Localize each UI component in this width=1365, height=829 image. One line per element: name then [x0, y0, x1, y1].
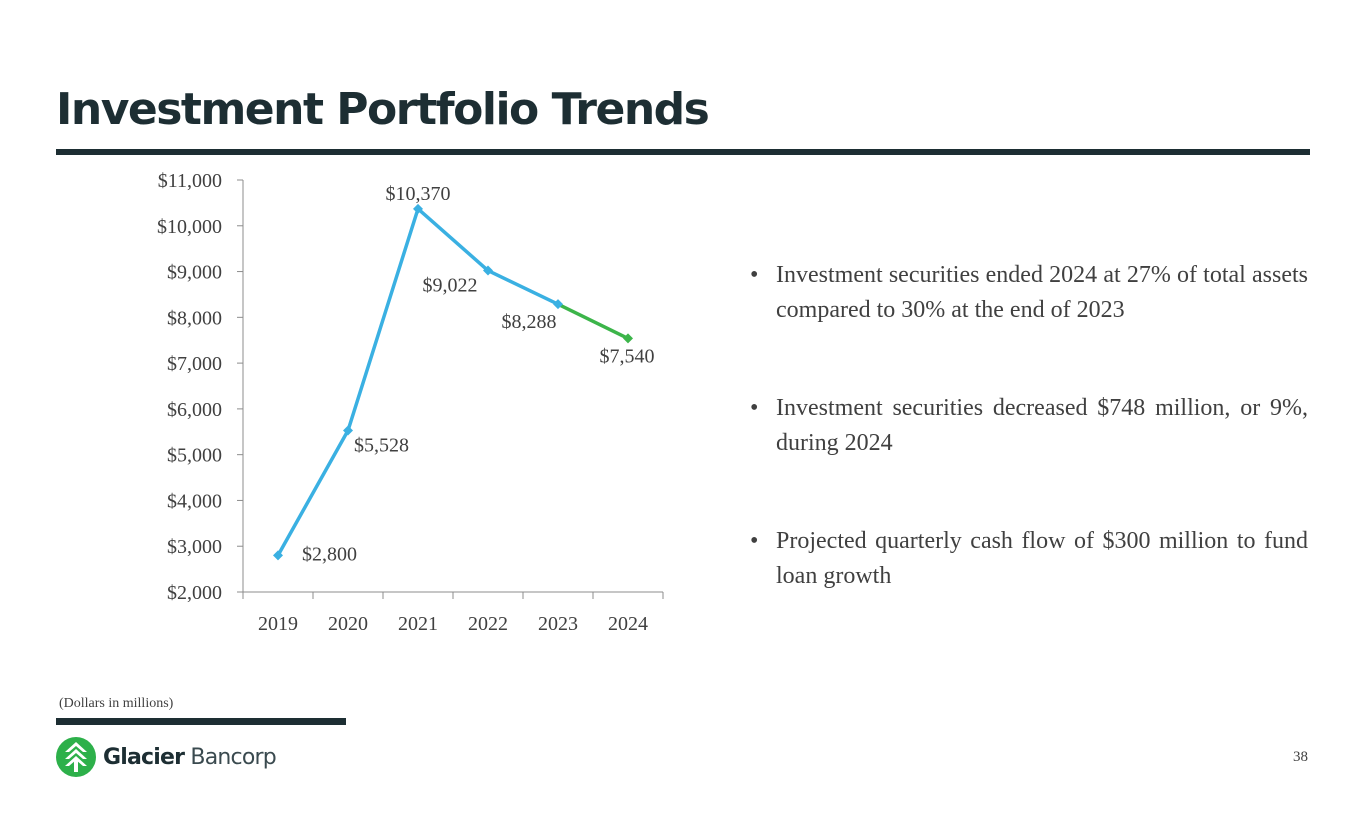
series-line-highlight	[556, 302, 630, 341]
x-tick-label: 2023	[538, 613, 578, 635]
footer-divider	[56, 718, 346, 725]
y-tick-label: $4,000	[167, 490, 222, 512]
x-tick-label: 2021	[398, 613, 438, 635]
data-label: $8,288	[502, 311, 557, 333]
page-title: Investment Portfolio Trends	[56, 84, 710, 135]
x-tick-label: 2022	[468, 613, 508, 635]
footnote: (Dollars in millions)	[59, 696, 174, 711]
series-line	[276, 207, 559, 557]
data-point-marker	[553, 299, 563, 310]
data-point-marker	[483, 265, 493, 276]
data-label: $9,022	[423, 275, 478, 297]
x-tick-label: 2024	[608, 613, 648, 635]
y-tick-label: $5,000	[167, 445, 222, 467]
y-tick-label: $11,000	[158, 170, 222, 192]
bullet-item: • Investment securities ended 2024 at 27…	[748, 258, 1308, 328]
data-point-marker	[623, 333, 633, 344]
x-tick-label: 2019	[258, 613, 298, 635]
investment-line-chart: $2,000 $3,000 $4,000 $5,000 $6,000 $7,000 $8,0…	[157, 170, 664, 635]
bullet-dot: •	[750, 528, 759, 554]
data-point-marker	[273, 550, 283, 561]
bullet-text: Projected quarterly cash flow of $300 mi…	[776, 528, 1308, 589]
bullet-text: Investment securities decreased $748 mil…	[776, 395, 1308, 456]
bullet-dot: •	[750, 262, 759, 288]
y-tick-label: $2,000	[167, 582, 222, 604]
y-tick-label: $7,000	[167, 353, 222, 375]
bullet-list: • Investment securities ended 2024 at 27…	[748, 258, 1308, 657]
x-tick-label: 2020	[328, 613, 368, 635]
data-point-marker	[343, 425, 353, 436]
y-tick-label: $3,000	[167, 536, 222, 558]
logo-wordmark: Glacier Bancorp	[103, 744, 277, 770]
bullet-item: • Investment securities decreased $748 m…	[748, 391, 1308, 461]
y-tick-label: $9,000	[167, 262, 222, 284]
bullet-dot: •	[750, 395, 759, 421]
logo-brand-bold: Glacier	[103, 744, 185, 770]
y-tick-label: $10,000	[157, 216, 222, 238]
data-label: $5,528	[354, 434, 409, 456]
data-label: $10,370	[386, 183, 451, 205]
glacier-logo-icon	[56, 737, 96, 777]
data-label: $7,540	[600, 345, 655, 367]
bullet-text: Investment securities ended 2024 at 27% …	[776, 262, 1308, 323]
title-divider	[56, 149, 1310, 155]
company-logo: Glacier Bancorp	[56, 737, 277, 777]
page-number: 38	[1293, 749, 1308, 765]
logo-brand-light: Bancorp	[190, 744, 276, 770]
bullet-item: • Projected quarterly cash flow of $300 …	[748, 524, 1308, 594]
data-point-marker	[413, 203, 423, 214]
data-label: $2,800	[302, 543, 357, 565]
y-tick-label: $8,000	[167, 307, 222, 329]
y-tick-label: $6,000	[167, 399, 222, 421]
